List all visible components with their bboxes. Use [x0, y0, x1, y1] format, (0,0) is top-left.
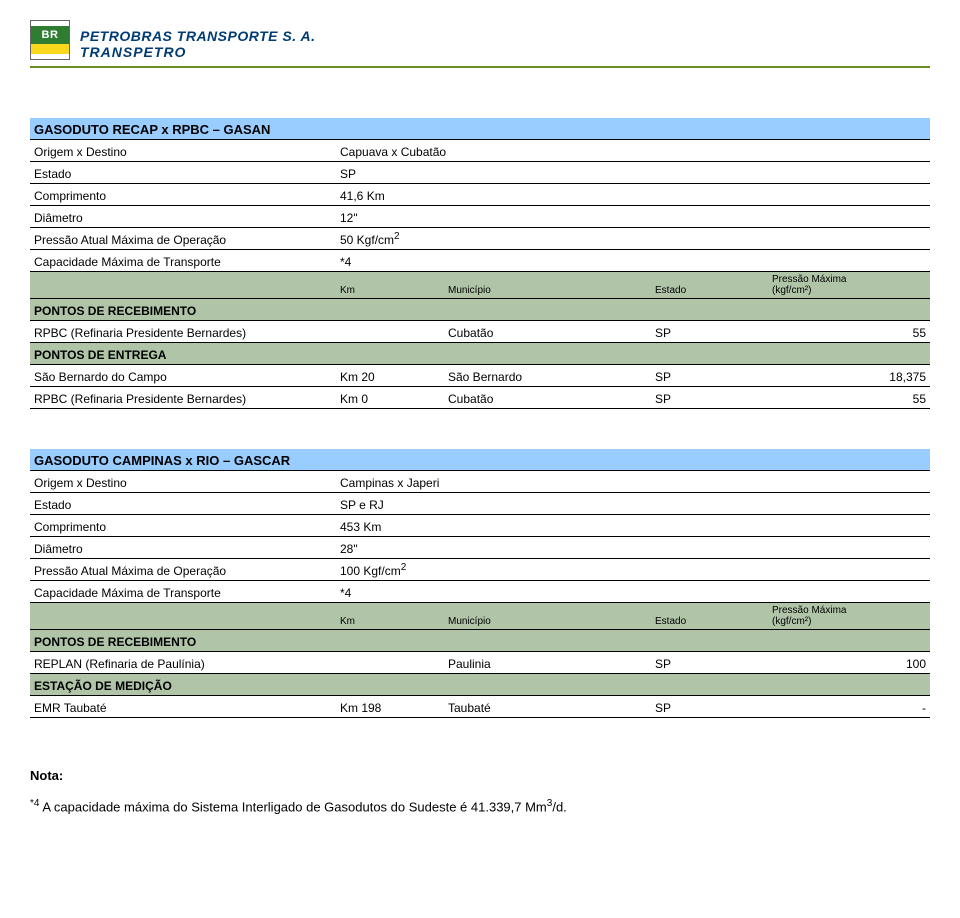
note-title: Nota: [30, 768, 63, 783]
t2-info1-value: SP e RJ [336, 493, 930, 515]
table-row: EMR Taubaté Km 198 Taubaté SP - [30, 696, 930, 718]
company-title: PETROBRAS TRANSPORTE S. A. [80, 29, 315, 44]
t1-section-entrega: PONTOS DE ENTREGA [30, 343, 930, 365]
table-gascar: GASODUTO CAMPINAS x RIO – GASCAR Origem … [30, 449, 930, 718]
table-row: RPBC (Refinaria Presidente Bernardes) Cu… [30, 321, 930, 343]
t2-info3-label: Diâmetro [30, 537, 336, 559]
table1-title: GASODUTO RECAP x RPBC – GASAN [30, 118, 930, 140]
note-body: *4 A capacidade máxima do Sistema Interl… [30, 798, 930, 814]
t2-colhead-pres: Pressão Máxima(kgf/cm²) [768, 603, 930, 630]
t2-colhead-km: Km [336, 603, 444, 630]
t2-info1-label: Estado [30, 493, 336, 515]
t1-info3-value: 12" [336, 206, 930, 228]
t2-info2-value: 453 Km [336, 515, 930, 537]
t2-section-medicao: ESTAÇÃO DE MEDIÇÃO [30, 674, 930, 696]
t1-info0-label: Origem x Destino [30, 140, 336, 162]
t2-colhead-empty [30, 603, 336, 630]
t1-colhead-km: Km [336, 272, 444, 299]
t1-info0-value: Capuava x Cubatão [336, 140, 930, 162]
t2-info0-label: Origem x Destino [30, 471, 336, 493]
table-row: REPLAN (Refinaria de Paulínia) Paulinia … [30, 652, 930, 674]
t1-info3-label: Diâmetro [30, 206, 336, 228]
t2-info0-value: Campinas x Japeri [336, 471, 930, 493]
t1-info2-value: 41,6 Km [336, 184, 930, 206]
t2-info2-label: Comprimento [30, 515, 336, 537]
t2-info4-label: Pressão Atual Máxima de Operação [30, 559, 336, 581]
t1-info5-value: *4 [336, 250, 930, 272]
t2-section-receb: PONTOS DE RECEBIMENTO [30, 630, 930, 652]
t1-info4-value: 50 Kgf/cm2 [336, 228, 930, 250]
t1-colhead-mun: Município [444, 272, 651, 299]
t2-colhead-mun: Município [444, 603, 651, 630]
t1-info1-label: Estado [30, 162, 336, 184]
page-header: BR PETROBRAS TRANSPORTE S. A. TRANSPETRO [30, 20, 930, 68]
t1-colhead-est: Estado [651, 272, 768, 299]
table2-title: GASODUTO CAMPINAS x RIO – GASCAR [30, 449, 930, 471]
table-row: RPBC (Refinaria Presidente Bernardes) Km… [30, 387, 930, 409]
table-row: São Bernardo do Campo Km 20 São Bernardo… [30, 365, 930, 387]
logo-text: BR [42, 29, 59, 41]
t2-info4-value: 100 Kgf/cm2 [336, 559, 930, 581]
t2-colhead-est: Estado [651, 603, 768, 630]
t1-info4-label: Pressão Atual Máxima de Operação [30, 228, 336, 250]
note-section: Nota: *4 A capacidade máxima do Sistema … [30, 768, 930, 814]
t1-info1-value: SP [336, 162, 930, 184]
t1-section-receb: PONTOS DE RECEBIMENTO [30, 299, 930, 321]
t1-info5-label: Capacidade Máxima de Transporte [30, 250, 336, 272]
t2-info5-value: *4 [336, 581, 930, 603]
company-sub: TRANSPETRO [80, 45, 315, 60]
t1-colhead-empty [30, 272, 336, 299]
t1-colhead-pres: Pressão Máxima(kgf/cm²) [768, 272, 930, 299]
company-name-block: PETROBRAS TRANSPORTE S. A. TRANSPETRO [80, 29, 315, 60]
t2-info3-value: 28" [336, 537, 930, 559]
table-gasan: GASODUTO RECAP x RPBC – GASAN Origem x D… [30, 118, 930, 409]
t1-info2-label: Comprimento [30, 184, 336, 206]
t2-info5-label: Capacidade Máxima de Transporte [30, 581, 336, 603]
logo: BR [30, 20, 70, 60]
